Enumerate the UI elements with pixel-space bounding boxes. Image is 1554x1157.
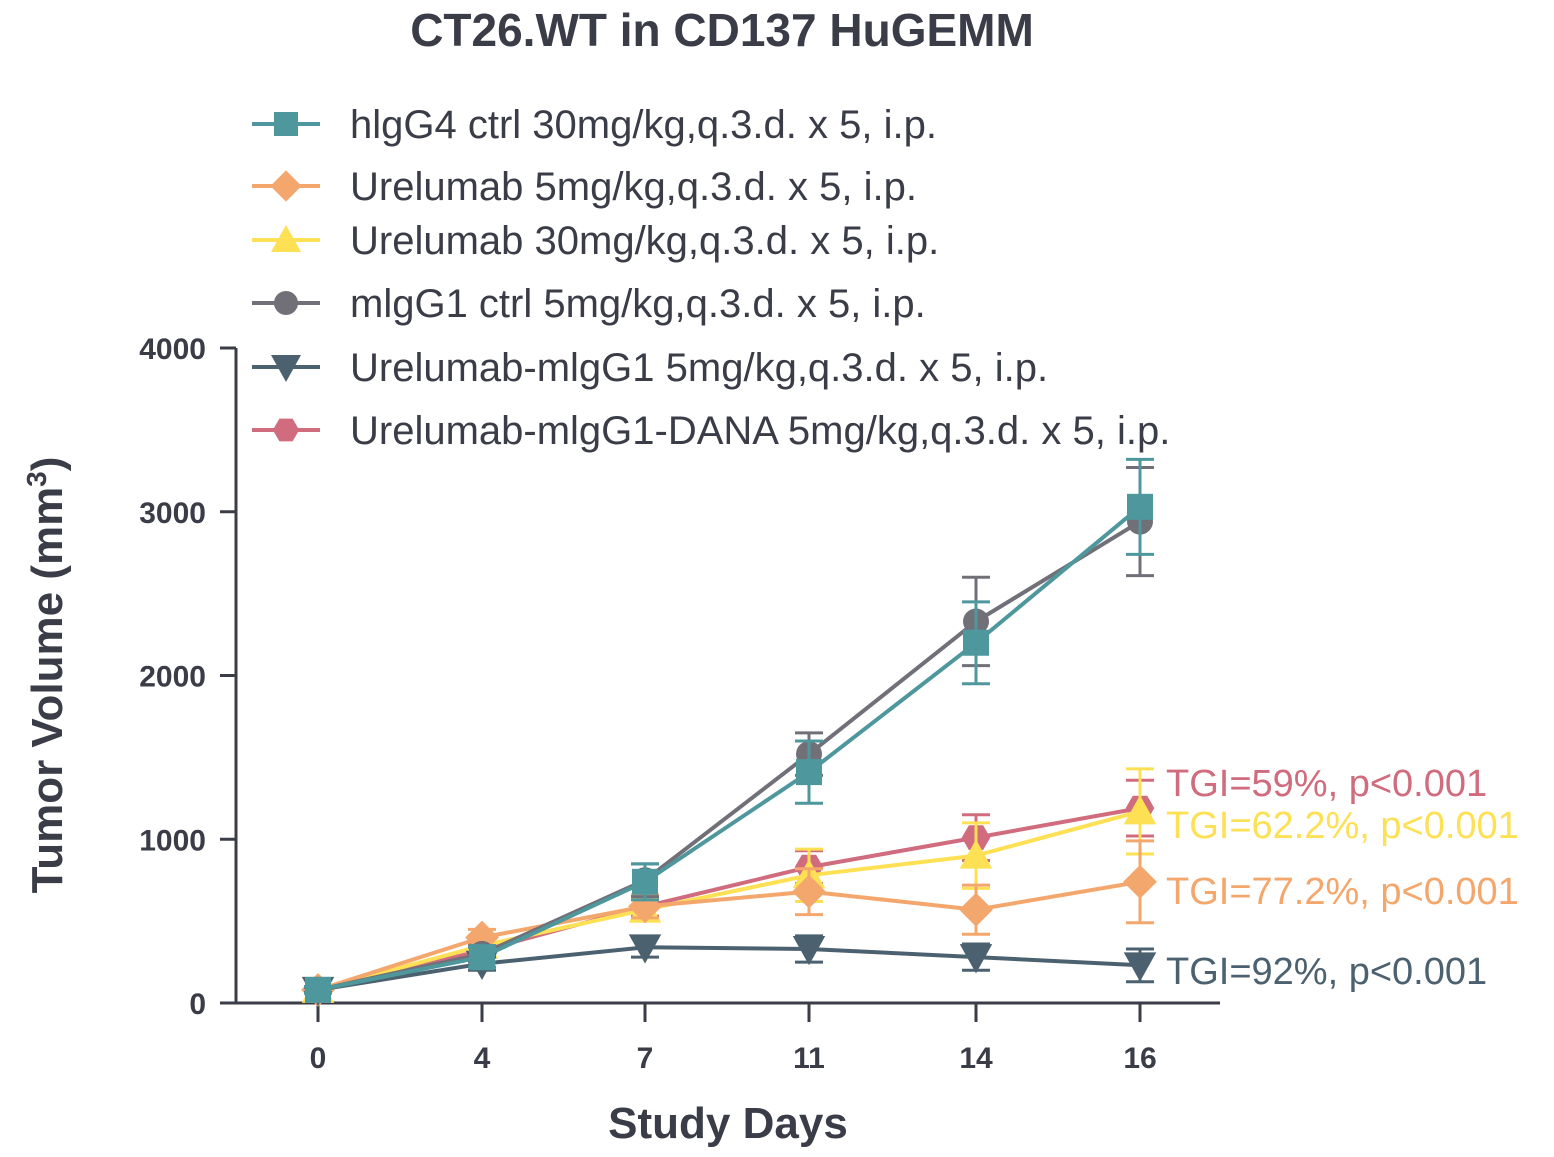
- x-axis-title: Study Days: [608, 1099, 848, 1148]
- series-line: [317, 519, 1142, 992]
- series-line: [317, 809, 1141, 992]
- data-point: [963, 629, 989, 656]
- legend-marker-square: [274, 112, 298, 136]
- legend-marker-diamond: [270, 170, 302, 202]
- chart-title: CT26.WT in CD137 HuGEMM: [410, 4, 1034, 56]
- data-point: [792, 874, 826, 909]
- y-tick-label: 2000: [139, 661, 206, 694]
- data-point: [1123, 952, 1157, 982]
- y-tick-label: 3000: [139, 497, 206, 530]
- data-point: [959, 839, 993, 869]
- legend-marker-hexagon: [272, 418, 300, 442]
- series-line: [317, 806, 1141, 992]
- legend-item: Urelumab-mlgG1-DANA 5mg/kg,q.3.d. x 5, i…: [252, 409, 1170, 453]
- x-tick-label: 14: [959, 1042, 993, 1075]
- series-4: [301, 934, 1157, 1007]
- data-point: [469, 944, 495, 971]
- data-point: [796, 759, 822, 786]
- legend-item: Urelumab 5mg/kg,q.3.d. x 5, i.p.: [252, 165, 917, 209]
- tgi-annotation: TGI=59%, p<0.001: [1166, 763, 1487, 805]
- legend-label: Urelumab 30mg/kg,q.3.d. x 5, i.p.: [350, 219, 939, 263]
- data-point: [1127, 493, 1153, 520]
- y-axis-title-close: ): [23, 457, 72, 472]
- series-line: [317, 505, 1142, 992]
- legend-label: Urelumab-mlgG1-DANA 5mg/kg,q.3.d. x 5, i…: [350, 409, 1170, 453]
- legend-label: mlgG1 ctrl 5mg/kg,q.3.d. x 5, i.p.: [350, 282, 926, 326]
- data-point: [628, 934, 662, 964]
- y-tick-label: 1000: [139, 824, 206, 857]
- data-point: [465, 920, 499, 955]
- tgi-annotation: TGI=62.2%, p<0.001: [1166, 805, 1519, 847]
- data-point: [792, 935, 826, 966]
- data-point: [959, 944, 993, 974]
- series-1: [301, 839, 1157, 1007]
- series-0: [304, 457, 1154, 1003]
- x-tick-label: 7: [637, 1042, 654, 1075]
- x-tick-label: 11: [793, 1042, 825, 1075]
- y-axis-title: Tumor Volume (mm3): [21, 457, 72, 894]
- series-3: [304, 466, 1154, 1003]
- y-axis-ticks: 0 1000 2000 3000 4000: [139, 333, 236, 1021]
- x-tick-label: 16: [1123, 1042, 1156, 1075]
- legend-label: hlgG4 ctrl 30mg/kg,q.3.d. x 5, i.p.: [350, 103, 937, 147]
- legend-item: mlgG1 ctrl 5mg/kg,q.3.d. x 5, i.p.: [252, 282, 926, 326]
- data-point: [1123, 795, 1157, 825]
- legend-item: Urelumab 30mg/kg,q.3.d. x 5, i.p.: [252, 219, 939, 263]
- y-axis-title-superscript: 3: [21, 471, 52, 487]
- legend-item: hlgG4 ctrl 30mg/kg,q.3.d. x 5, i.p.: [252, 103, 937, 147]
- data-point: [1123, 864, 1157, 899]
- legend-label: Urelumab 5mg/kg,q.3.d. x 5, i.p.: [350, 165, 917, 209]
- data-point: [632, 868, 658, 895]
- y-tick-label: 0: [189, 988, 206, 1021]
- x-axis-ticks: 0 4 7 11 14 16: [310, 1003, 1157, 1075]
- y-axis-title-main: Tumor Volume (mm: [23, 487, 72, 894]
- x-tick-label: 4: [474, 1042, 491, 1075]
- series-line: [317, 879, 1141, 992]
- legend-marker-circle: [274, 291, 298, 315]
- series-layer: [301, 457, 1157, 1007]
- series-line: [317, 945, 1141, 992]
- legend-item: Urelumab-mlgG1 5mg/kg,q.3.d. x 5, i.p.: [252, 346, 1048, 390]
- legend-marker-triangle-up: [271, 225, 301, 252]
- tgi-annotation: TGI=77.2%, p<0.001: [1166, 871, 1519, 913]
- data-point: [959, 892, 993, 927]
- y-tick-label: 4000: [139, 333, 206, 366]
- legend-marker-triangle-down: [271, 355, 301, 382]
- legend-label: Urelumab-mlgG1 5mg/kg,q.3.d. x 5, i.p.: [350, 346, 1048, 390]
- tgi-annotation: TGI=92%, p<0.001: [1166, 951, 1487, 993]
- legend: hlgG4 ctrl 30mg/kg,q.3.d. x 5, i.p. Urelu…: [252, 103, 1170, 453]
- x-tick-label: 0: [310, 1042, 327, 1075]
- data-point: [305, 976, 331, 1003]
